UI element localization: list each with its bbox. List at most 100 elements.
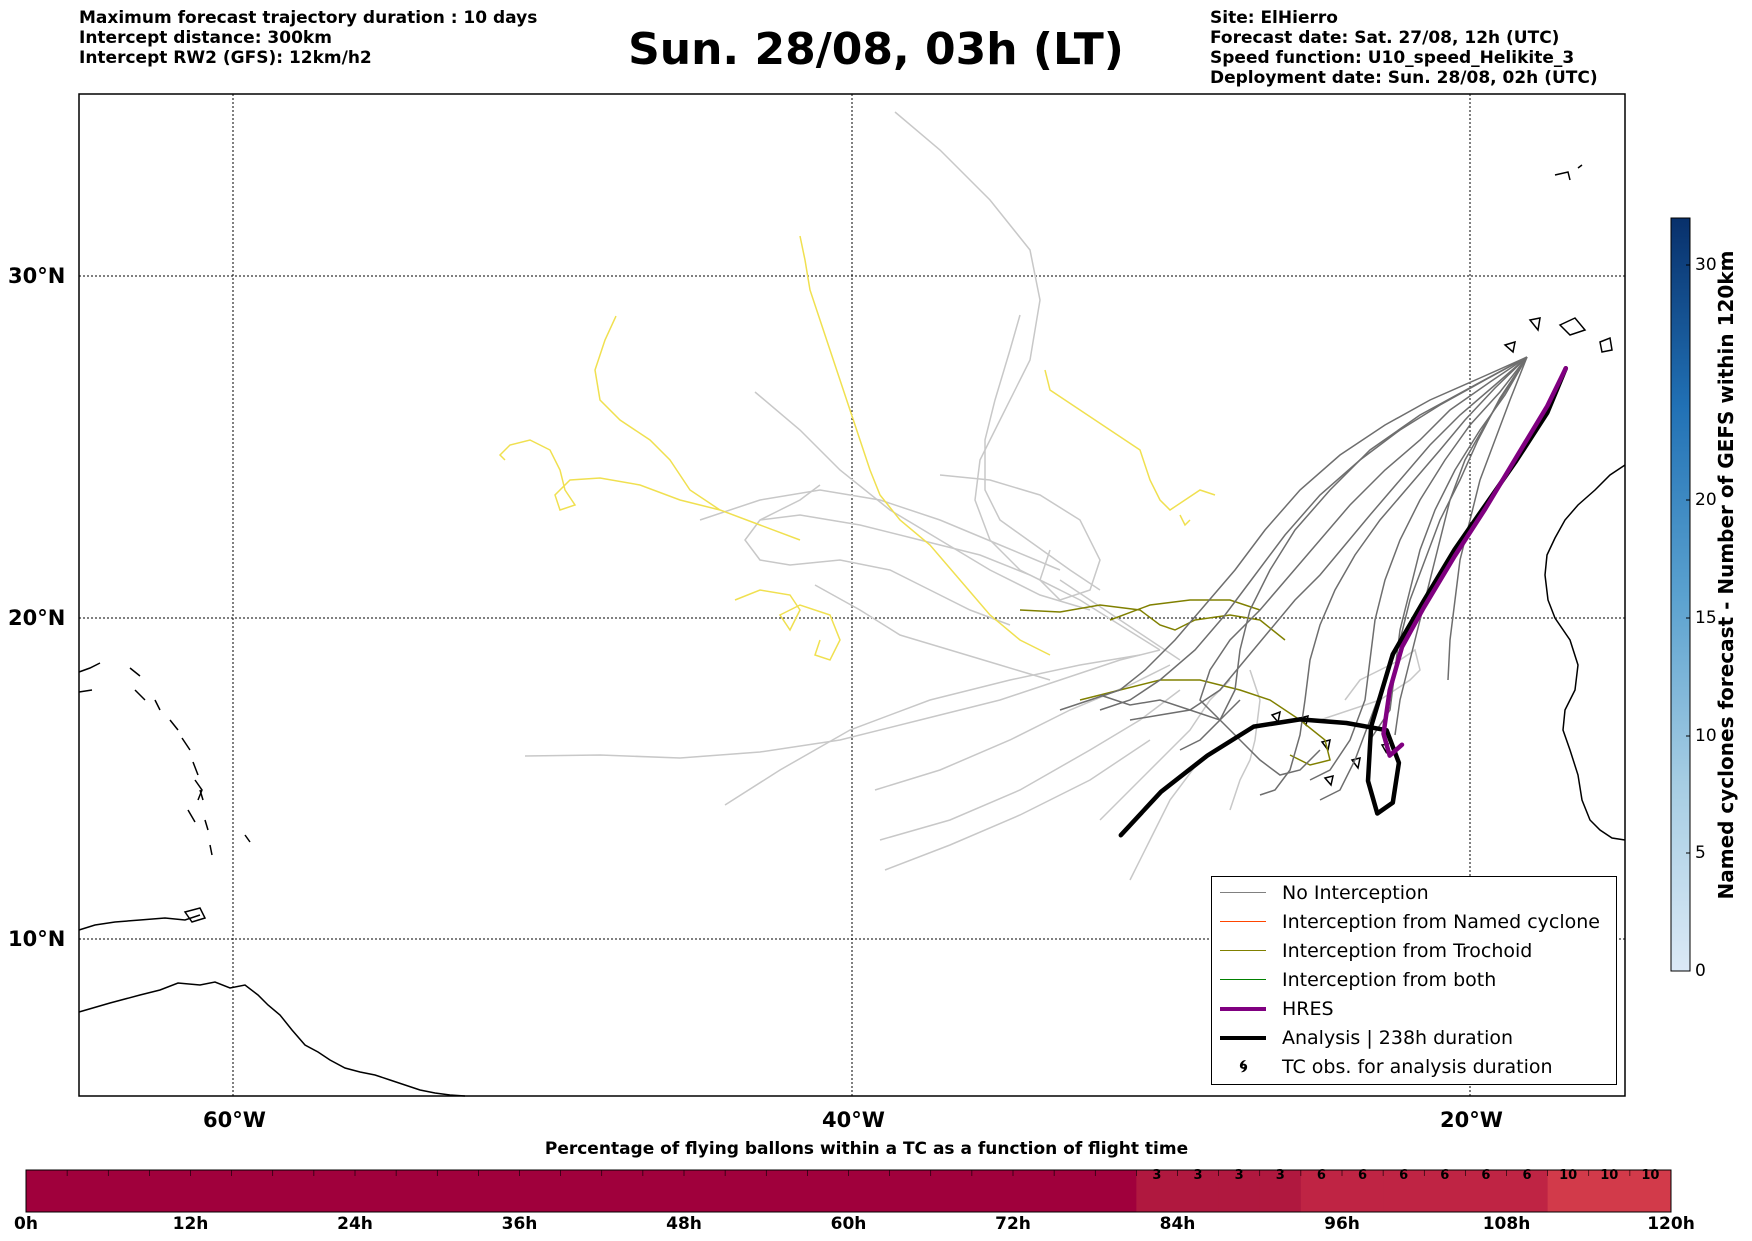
greater-antilles (78, 662, 146, 701)
flight-time-cell (272, 1170, 315, 1212)
trinidad-island (183, 907, 207, 923)
flight-time-cell (642, 1170, 685, 1212)
legend-label: No Interception (1282, 881, 1429, 904)
legend-tc-obs: 🌀︎ TC obs. for analysis duration (1212, 1052, 1553, 1081)
flight-time-cell (108, 1170, 150, 1212)
cbar-tick-0: 0 (1695, 961, 1706, 981)
page-title: Sun. 28/08, 03h (LT) (628, 24, 1124, 75)
flight-time-cell (1095, 1170, 1137, 1212)
flight-time-cell (1054, 1170, 1096, 1212)
header-left: Maximum forecast trajectory duration : 1… (79, 8, 537, 68)
flight-time-cell-label: 6 (1399, 1168, 1409, 1183)
bottom-bar-title: Percentage of flying ballons within a TC… (544, 1139, 1189, 1159)
legend-hres: HRES (1212, 994, 1334, 1023)
flight-time-cell-label: 6 (1481, 1168, 1491, 1183)
site-text: Site: ElHierro (1210, 8, 1338, 28)
speed-function-text: Speed function: U10_speed_Helikite_3 (1210, 48, 1575, 68)
flight-time-cell (1383, 1170, 1425, 1212)
legend-analysis: Analysis | 238h duration (1212, 1023, 1513, 1052)
flight-time-cell-label: 6 (1358, 1168, 1368, 1183)
flight-time-cell-label: 10 (1641, 1168, 1660, 1183)
intercept-distance-text: Intercept distance: 300km (79, 28, 332, 48)
ensemble-tracks-light (524, 111, 1421, 881)
flight-time-cell (766, 1170, 808, 1212)
flight-time-cell (355, 1170, 397, 1212)
flight-time-cell (396, 1170, 438, 1212)
flight-time-cell (560, 1170, 603, 1212)
flight-time-tick-label: 72h (995, 1214, 1031, 1234)
hres-track (1381, 366, 1569, 758)
cbar-tick-20: 20 (1695, 490, 1717, 510)
flight-time-cell (601, 1170, 644, 1212)
legend-sample-grey (1220, 892, 1266, 893)
flight-time-cell (1424, 1170, 1466, 1212)
map-frame (78, 93, 1626, 1097)
legend-sample-olive (1220, 950, 1266, 951)
cbar-tick-5: 5 (1695, 843, 1706, 863)
flight-time-tick-label: 84h (1159, 1214, 1196, 1234)
flight-time-cell-label: 3 (1152, 1168, 1162, 1183)
madeira-islands (1554, 164, 1583, 181)
flight-time-cell (1300, 1170, 1343, 1212)
flight-time-tick-label: 0h (14, 1214, 38, 1234)
flight-time-cell (971, 1170, 1014, 1212)
legend-label: Interception from both (1282, 968, 1497, 991)
flight-time-cell-label: 6 (1316, 1168, 1326, 1183)
flight-time-cell (519, 1170, 562, 1212)
colorbar-ticks (1686, 264, 1690, 972)
colorbar-title: Named cyclones forecast - Number of GEFS… (1714, 250, 1738, 900)
flight-time-cell (848, 1170, 891, 1212)
flight-time-cell (1136, 1170, 1178, 1212)
ensemble-tracks-yellow (498, 235, 1216, 661)
flight-time-cell (437, 1170, 479, 1212)
flight-time-cell (26, 1170, 68, 1212)
cbar-tick-10: 10 (1695, 726, 1717, 746)
venezuela-coast (78, 914, 201, 931)
flight-time-cell (1465, 1170, 1507, 1212)
flight-time-cell-label: 3 (1234, 1168, 1244, 1183)
header-right: Site: ElHierro Forecast date: Sat. 27/08… (1210, 8, 1598, 88)
legend: No Interception Interception from Named … (1211, 876, 1617, 1085)
deployment-date-text: Deployment date: Sun. 28/08, 02h (UTC) (1210, 68, 1598, 88)
legend-named-cyclone: Interception from Named cyclone (1212, 907, 1600, 936)
flight-time-cell (1218, 1170, 1261, 1212)
legend-label: Interception from Trochoid (1282, 939, 1533, 962)
flight-time-cell-label: 10 (1600, 1168, 1619, 1183)
flight-time-cell-label: 3 (1193, 1168, 1203, 1183)
legend-sample-black (1220, 1035, 1266, 1040)
flight-time-bar (25, 1169, 1672, 1213)
legend-sample-purple (1220, 1006, 1266, 1011)
flight-time-cell (1588, 1170, 1631, 1212)
lon-label-60w: 60°W (203, 1108, 266, 1132)
flight-time-cell (190, 1170, 233, 1212)
flight-time-cell (313, 1170, 356, 1212)
tc-symbol-icon: 🌀︎ (1239, 1056, 1248, 1077)
flight-time-cell (67, 1170, 109, 1212)
flight-time-tick-label: 108h (1482, 1214, 1531, 1234)
flight-time-tick-label: 12h (172, 1214, 209, 1234)
legend-trochoid: Interception from Trochoid (1212, 936, 1532, 965)
windward-islands (187, 779, 251, 843)
flight-time-cell-label: 3 (1275, 1168, 1285, 1183)
legend-label: Analysis | 238h duration (1282, 1026, 1514, 1049)
flight-time-tick-label: 60h (830, 1214, 867, 1234)
lat-label-20: 20°N (8, 606, 66, 630)
flight-time-tick-label: 36h (501, 1214, 538, 1234)
flight-time-tick-label: 48h (666, 1214, 702, 1234)
flight-time-cell (1013, 1170, 1055, 1212)
canary-islands (1503, 317, 1613, 354)
flight-time-cell (807, 1170, 849, 1212)
legend-label: HRES (1282, 997, 1334, 1020)
flight-time-cell-label: 6 (1440, 1168, 1450, 1183)
legend-label: TC obs. for analysis duration (1282, 1055, 1553, 1078)
flight-time-cell (149, 1170, 191, 1212)
legend-both: Interception from both (1212, 965, 1496, 994)
lon-label-20w: 20°W (1440, 1108, 1503, 1132)
forecast-date-text: Forecast date: Sat. 27/08, 12h (UTC) (1210, 28, 1560, 48)
africa-coast (1544, 464, 1626, 841)
flight-time-cell (1547, 1170, 1590, 1212)
lesser-antilles (154, 699, 213, 856)
legend-no-interception: No Interception (1212, 878, 1429, 907)
flight-time-cell (725, 1170, 767, 1212)
lat-label-30: 30°N (8, 264, 66, 288)
